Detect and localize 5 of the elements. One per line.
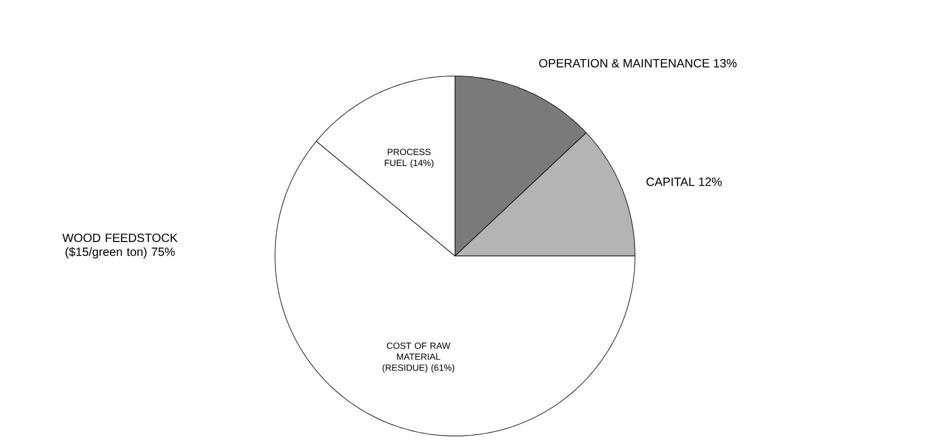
text: WOOD FEEDSTOCK ($15/green ton) 75% (62, 234, 178, 258)
slice-label: COST OF RAW MATERIAL (RESIDUE) (61%) (382, 342, 454, 373)
slice-label: CAPITAL 12% (646, 178, 722, 186)
slice-label: PROCESS FUEL (14%) (384, 148, 434, 168)
slice-label: OPERATION & MAINTENANCE 13% (539, 58, 737, 68)
